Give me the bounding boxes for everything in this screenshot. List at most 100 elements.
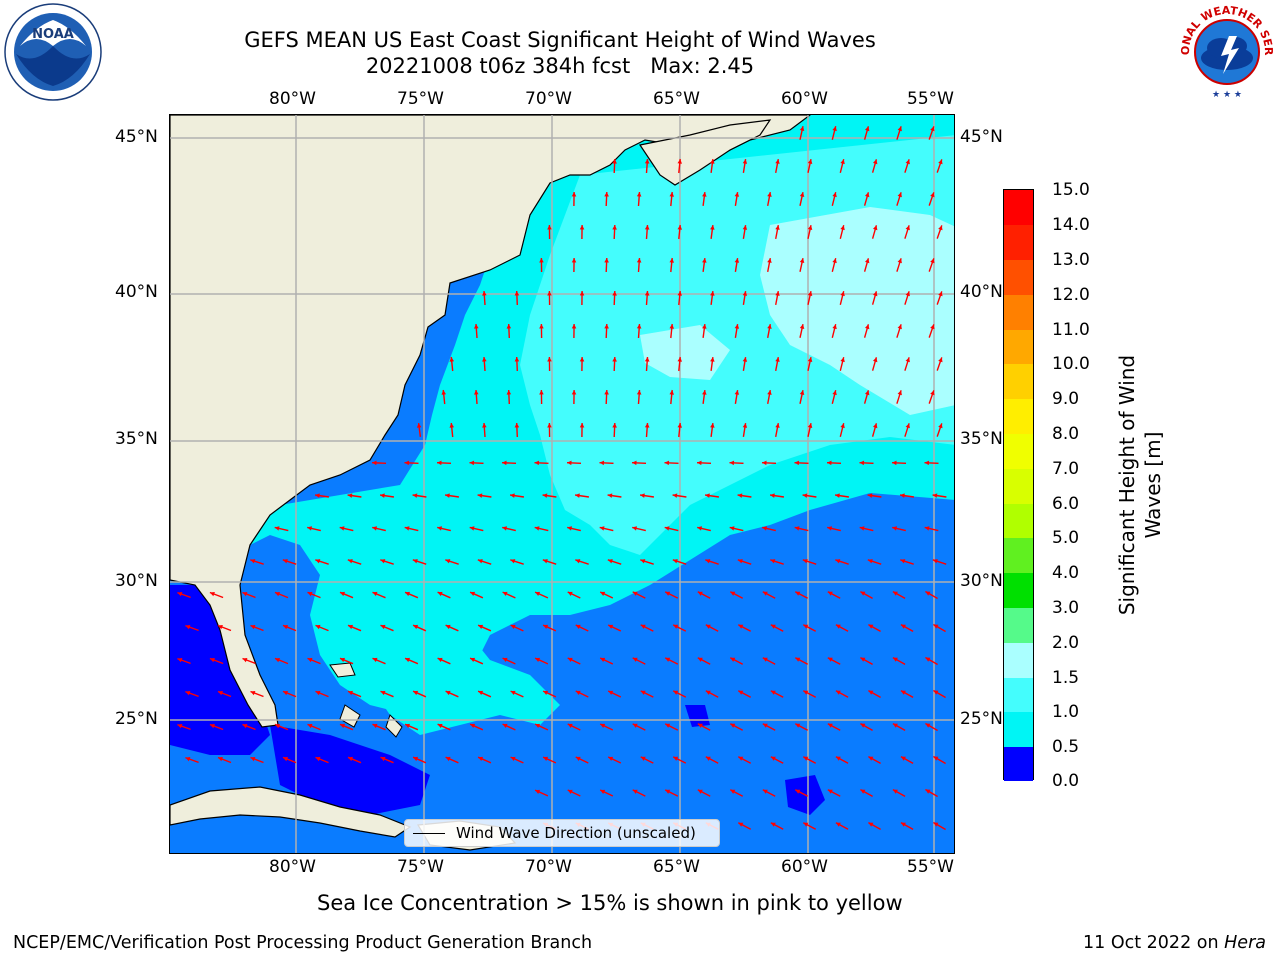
wind-wave-arrowhead bbox=[185, 625, 191, 630]
wind-wave-arrowhead bbox=[250, 757, 256, 762]
wind-wave-arrowhead bbox=[372, 526, 377, 531]
wind-wave-arrowhead bbox=[905, 225, 910, 231]
wind-wave-arrowhead bbox=[477, 559, 483, 564]
wind-wave-arrowhead bbox=[340, 723, 345, 729]
wind-wave-arrowhead bbox=[807, 225, 813, 230]
wind-wave-arrowhead bbox=[250, 559, 256, 564]
colorbar-swatch bbox=[1004, 712, 1033, 747]
wind-wave-arrowhead bbox=[274, 526, 280, 531]
wind-wave-arrowhead bbox=[177, 658, 183, 663]
lat-label-left: 45°N bbox=[115, 127, 158, 147]
wind-wave-arrowhead bbox=[795, 657, 801, 662]
wind-wave-arrowhead bbox=[510, 690, 516, 695]
wind-wave-arrowhead bbox=[742, 159, 748, 164]
wind-wave-arrowhead bbox=[677, 225, 682, 230]
legend-label: Wind Wave Direction (unscaled) bbox=[456, 824, 696, 842]
wind-wave-arrowhead bbox=[242, 592, 248, 597]
colorbar-tick: 8.0 bbox=[1052, 424, 1080, 444]
wind-wave-arrowhead bbox=[470, 723, 476, 728]
wind-wave-arrowhead bbox=[840, 225, 845, 231]
wind-wave-arrowhead bbox=[900, 756, 906, 761]
wind-wave-arrowhead bbox=[697, 591, 703, 596]
wind-wave-arrowhead bbox=[632, 657, 638, 662]
wind-wave-arrowhead bbox=[925, 591, 931, 596]
wind-wave-arrowhead bbox=[449, 423, 454, 428]
wind-wave-arrowhead bbox=[775, 291, 780, 296]
wind-wave-arrowhead bbox=[607, 559, 613, 564]
wind-wave-arrowhead bbox=[775, 423, 780, 428]
wind-wave-arrowhead bbox=[470, 591, 476, 596]
wind-wave-arrowhead bbox=[315, 559, 321, 564]
wind-wave-arrowhead bbox=[640, 756, 646, 761]
wave-zone-0-0.5-d bbox=[685, 705, 710, 727]
wind-wave-arrowhead bbox=[250, 691, 256, 696]
wind-wave-arrowhead bbox=[209, 724, 215, 729]
wind-wave-arrowhead bbox=[669, 192, 674, 197]
wind-wave-arrowhead bbox=[832, 192, 837, 198]
wind-wave-arrowhead bbox=[730, 723, 736, 728]
wind-wave-arrowhead bbox=[534, 460, 540, 466]
wind-wave-arrowhead bbox=[535, 657, 541, 662]
lat-label-right: 45°N bbox=[960, 127, 1003, 147]
wind-wave-arrowhead bbox=[579, 225, 585, 230]
wind-wave-arrowhead bbox=[632, 723, 638, 728]
wind-wave-arrowhead bbox=[470, 657, 476, 662]
wind-wave-arrowhead bbox=[799, 390, 805, 395]
colorbar-label-line2: Waves [m] bbox=[1141, 431, 1165, 539]
wind-wave-arrowhead bbox=[770, 690, 776, 695]
wind-wave-arrowhead bbox=[632, 460, 637, 466]
lat-label-left: 35°N bbox=[115, 429, 158, 449]
wind-wave-arrowhead bbox=[437, 723, 443, 729]
wind-wave-arrowhead bbox=[510, 756, 516, 761]
wind-wave-arrowhead bbox=[933, 624, 939, 629]
wind-wave-arrowhead bbox=[604, 324, 609, 329]
wind-wave-arrowhead bbox=[315, 624, 321, 630]
wind-wave-arrowhead bbox=[185, 757, 191, 762]
wind-wave-arrowhead bbox=[612, 159, 617, 164]
wind-wave-arrowhead bbox=[567, 657, 573, 662]
colorbar-swatch bbox=[1004, 504, 1033, 538]
wind-wave-arrowhead bbox=[924, 526, 930, 531]
colorbar-tick: 15.0 bbox=[1052, 180, 1090, 200]
wind-wave-arrowhead bbox=[514, 357, 520, 362]
wind-wave-arrowhead bbox=[702, 324, 707, 329]
wind-wave-arrowhead bbox=[730, 591, 736, 596]
wind-wave-arrowhead bbox=[677, 291, 682, 296]
wind-wave-arrowhead bbox=[571, 324, 577, 329]
wind-wave-arrowhead bbox=[547, 357, 552, 362]
wind-wave-arrowhead bbox=[867, 559, 873, 564]
colorbar-tick: 11.0 bbox=[1052, 320, 1090, 340]
wind-wave-arrowhead bbox=[600, 591, 606, 596]
wind-wave-arrowhead bbox=[575, 624, 581, 629]
wind-wave-arrowhead bbox=[835, 624, 841, 629]
wind-wave-arrowhead bbox=[697, 526, 702, 531]
wind-wave-arrowhead bbox=[510, 624, 516, 629]
wind-wave-arrowhead bbox=[673, 756, 679, 761]
wind-wave-arrowhead bbox=[795, 789, 801, 794]
map-panel: Wind Wave Direction (unscaled) bbox=[169, 114, 955, 854]
wind-wave-arrowhead bbox=[535, 723, 541, 728]
wind-wave-arrowhead bbox=[636, 390, 642, 395]
wind-wave-arrowhead bbox=[575, 690, 581, 695]
wind-wave-arrowhead bbox=[799, 192, 805, 197]
wind-wave-arrowhead bbox=[860, 723, 866, 728]
wind-wave-arrowhead bbox=[380, 624, 386, 630]
wind-wave-arrowhead bbox=[867, 493, 873, 498]
wind-wave-arrowhead bbox=[897, 324, 902, 330]
wind-wave-arrowhead bbox=[873, 291, 878, 297]
lon-label-top: 55°W bbox=[907, 89, 954, 109]
wind-wave-arrowhead bbox=[405, 657, 410, 663]
wind-wave-arrowhead bbox=[478, 756, 484, 761]
wind-wave-arrowhead bbox=[567, 526, 572, 531]
wind-wave-arrowhead bbox=[404, 526, 410, 531]
wind-wave-arrowhead bbox=[932, 559, 938, 564]
wind-wave-arrowhead bbox=[315, 690, 321, 696]
wind-wave-arrowhead bbox=[348, 756, 353, 762]
wind-wave-arrowhead bbox=[905, 291, 910, 297]
wind-wave-arrowhead bbox=[705, 559, 711, 564]
wind-wave-arrowhead bbox=[938, 291, 943, 297]
svg-text:★ ★ ★: ★ ★ ★ bbox=[1212, 90, 1242, 100]
wind-wave-arrowhead bbox=[282, 691, 288, 696]
colorbar-swatches bbox=[1004, 190, 1033, 781]
colorbar-swatch bbox=[1004, 747, 1033, 781]
